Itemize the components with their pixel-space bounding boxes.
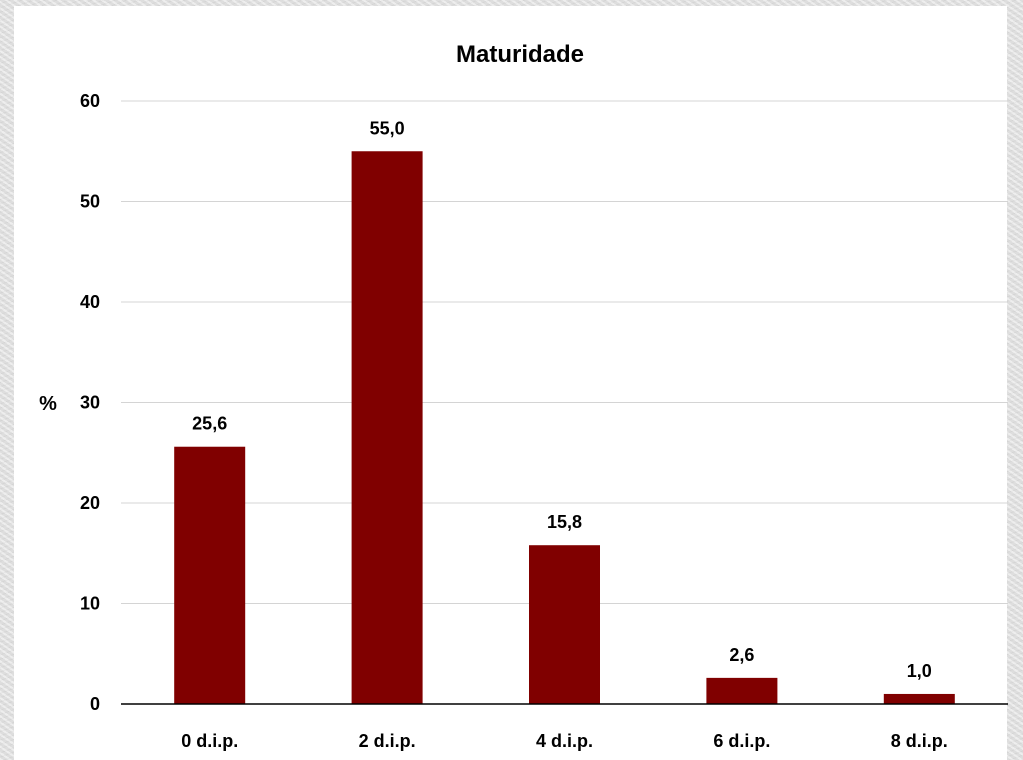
data-label: 1,0 (907, 661, 932, 681)
bar (529, 545, 600, 704)
bar (174, 446, 246, 704)
x-tick-label: 4 d.i.p. (536, 731, 593, 751)
bar (351, 151, 423, 704)
chart-title: Maturidade (456, 41, 584, 68)
bar (883, 693, 955, 704)
y-tick-label: 60 (80, 91, 100, 111)
bars (174, 151, 955, 704)
y-axis-label: % (39, 393, 57, 415)
data-label: 55,0 (370, 118, 405, 138)
y-axis-ticks: 0 10 20 30 40 50 60 (80, 91, 100, 714)
x-tick-label: 0 d.i.p. (181, 731, 238, 751)
bar (706, 677, 778, 704)
x-tick-label: 8 d.i.p. (891, 731, 948, 751)
y-tick-label: 50 (80, 192, 100, 212)
data-labels: 25,6 55,0 15,8 2,6 1,0 (192, 118, 932, 681)
x-tick-label: 6 d.i.p. (713, 731, 770, 751)
x-tick-label: 2 d.i.p. (359, 731, 416, 751)
y-tick-label: 20 (80, 493, 100, 513)
data-label: 2,6 (729, 645, 754, 665)
gridlines (121, 100, 1008, 604)
data-label: 15,8 (547, 512, 582, 532)
y-tick-label: 10 (80, 594, 100, 614)
y-tick-label: 30 (80, 393, 100, 413)
x-axis-ticks: 0 d.i.p. 2 d.i.p. 4 d.i.p. 6 d.i.p. 8 d.i.p. (181, 731, 948, 751)
y-tick-label: 0 (90, 694, 100, 714)
y-tick-label: 40 (80, 292, 100, 312)
data-label: 25,6 (192, 414, 227, 434)
